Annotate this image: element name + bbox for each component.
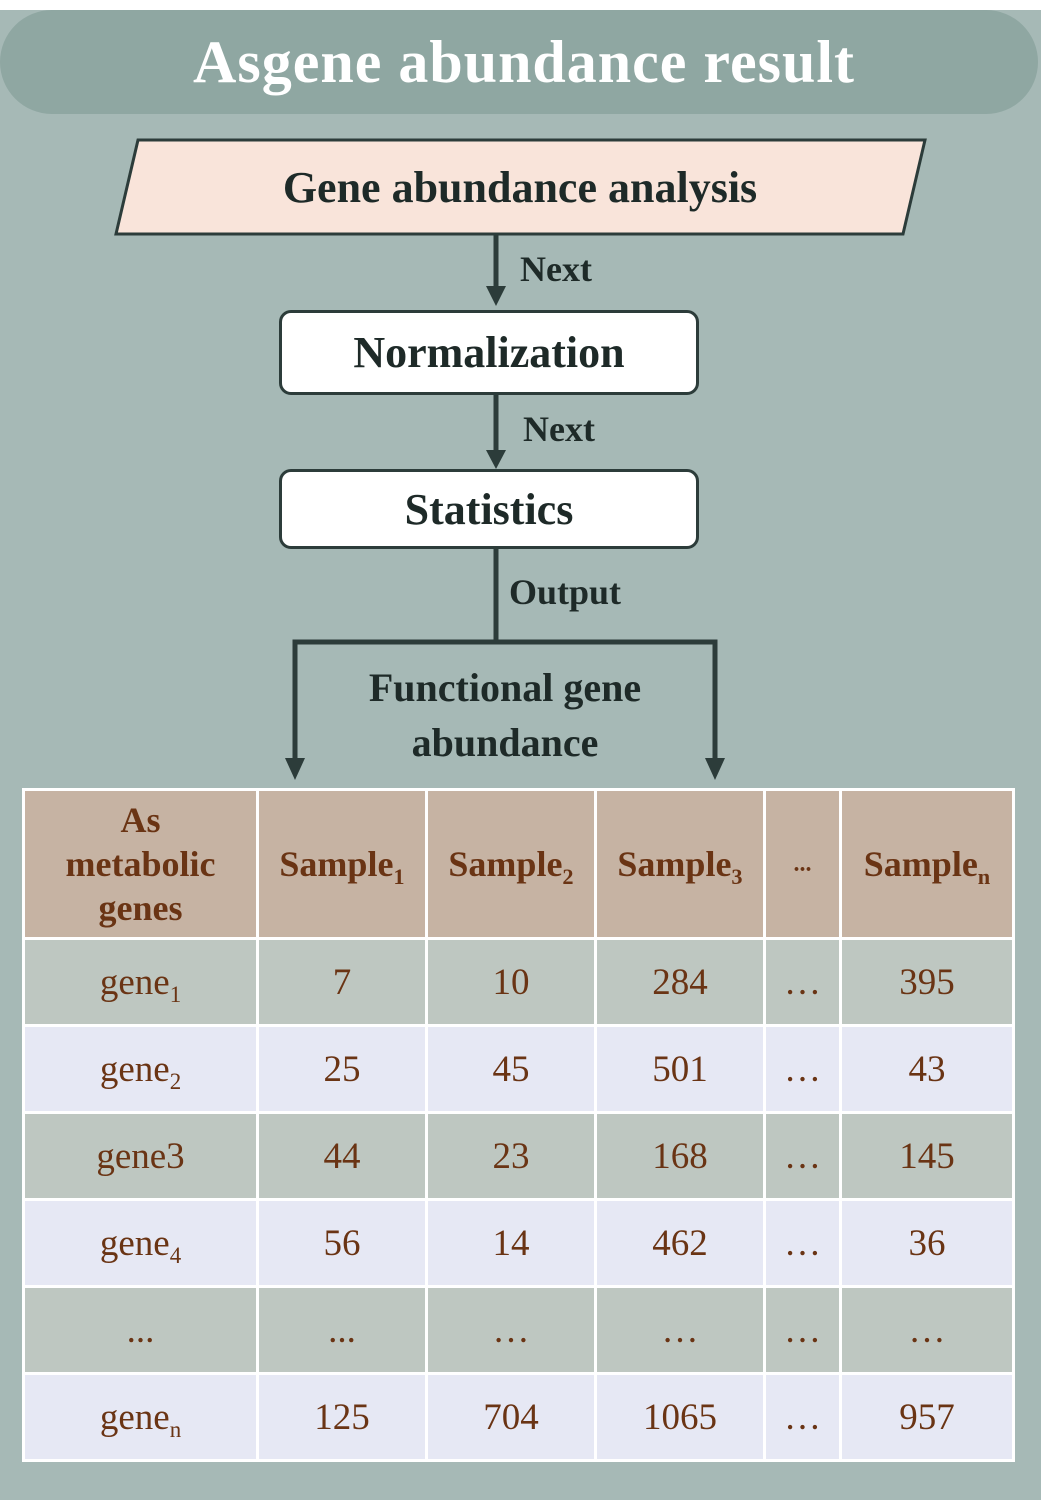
page-title: Asgene abundance result bbox=[193, 28, 855, 95]
flowchart-connectors bbox=[114, 138, 927, 780]
gene-subscript: 1 bbox=[169, 981, 182, 1007]
abundance-value-cell: 462 bbox=[594, 1198, 766, 1288]
statistics-label: Statistics bbox=[404, 484, 574, 534]
gene-abundance-parallelogram bbox=[114, 138, 927, 236]
abundance-value-cell: 43 bbox=[839, 1024, 1015, 1114]
output-left-arrowhead bbox=[285, 758, 305, 780]
gene-name-cell: ... bbox=[22, 1285, 259, 1375]
header-sample-n-label: Sample bbox=[863, 844, 978, 884]
abundance-value-cell: 23 bbox=[425, 1111, 597, 1201]
gene-name-cell: gene4 bbox=[22, 1198, 259, 1288]
abundance-value-cell: … bbox=[594, 1285, 766, 1375]
gene-name: gene bbox=[99, 961, 170, 1003]
normalization-step: Normalization bbox=[279, 310, 699, 395]
header-sample-3-label: Sample bbox=[617, 844, 732, 884]
abundance-value-cell: … bbox=[763, 1198, 842, 1288]
table-row: gene1 7 10 284… 395 bbox=[22, 937, 1015, 1027]
gene-subscript: 4 bbox=[169, 1242, 182, 1268]
normalization-label: Normalization bbox=[353, 328, 625, 377]
output-right-arrowhead bbox=[705, 758, 725, 780]
header-sample-n: Samplen bbox=[839, 788, 1015, 940]
header-sample-1: Sample1 bbox=[256, 788, 428, 940]
abundance-value-cell: 501 bbox=[594, 1024, 766, 1114]
edge-label-next-1: Next bbox=[520, 249, 592, 289]
abundance-value-cell: … bbox=[763, 1024, 842, 1114]
abundance-value-cell: 395 bbox=[839, 937, 1015, 1027]
output-branch-line-right bbox=[496, 639, 718, 762]
arrow-next-1-head bbox=[486, 286, 506, 306]
edge-label-next-2: Next bbox=[523, 409, 595, 449]
abundance-value-cell: 7 bbox=[256, 937, 428, 1027]
table-row: ......………… bbox=[22, 1285, 1015, 1375]
abundance-value-cell: … bbox=[763, 1111, 842, 1201]
abundance-value-cell: 704 bbox=[425, 1372, 597, 1462]
header-sample-2: Sample2 bbox=[425, 788, 597, 940]
abundance-value-cell: 14 bbox=[425, 1198, 597, 1288]
abundance-value-cell: 145 bbox=[839, 1111, 1015, 1201]
gene-name: gene3 bbox=[96, 1135, 185, 1177]
gene-name: ... bbox=[126, 1309, 155, 1351]
edge-label-output: Output bbox=[509, 572, 622, 612]
title-bar: Asgene abundance result bbox=[0, 10, 1038, 114]
arrow-next-2-head bbox=[486, 450, 506, 469]
table-row: gene2 25 45 501… 43 bbox=[22, 1024, 1015, 1114]
header-ellipsis: ... bbox=[763, 788, 842, 940]
gene-name: gene bbox=[99, 1222, 170, 1264]
header-sample-3-subscript: 3 bbox=[731, 863, 743, 889]
header-ellipsis-label: ... bbox=[793, 851, 812, 877]
abundance-value-cell: 125 bbox=[256, 1372, 428, 1462]
header-sample-1-label: Sample bbox=[279, 844, 394, 884]
table-row: gene3 44 23 168… 145 bbox=[22, 1111, 1015, 1201]
statistics-step: Statistics bbox=[279, 469, 699, 549]
abundance-value-cell: 25 bbox=[256, 1024, 428, 1114]
gene-name-cell: gene3 bbox=[22, 1111, 259, 1201]
abundance-value-cell: 56 bbox=[256, 1198, 428, 1288]
abundance-table: As metabolic genes Sample1 Sample2 Sampl… bbox=[22, 788, 1015, 1462]
abundance-value-cell: 10 bbox=[425, 937, 597, 1027]
table-header-row: As metabolic genes Sample1 Sample2 Sampl… bbox=[22, 788, 1015, 940]
header-sample-1-subscript: 1 bbox=[393, 863, 405, 889]
table-row: gene4 56 14 462… 36 bbox=[22, 1198, 1015, 1288]
gene-name-cell: genen bbox=[22, 1372, 259, 1462]
gene-name: gene bbox=[99, 1048, 170, 1090]
abundance-value-cell: 44 bbox=[256, 1111, 428, 1201]
output-branch-line bbox=[292, 549, 499, 762]
gene-name-cell: gene1 bbox=[22, 937, 259, 1027]
abundance-value-cell: … bbox=[425, 1285, 597, 1375]
abundance-value-cell: … bbox=[763, 937, 842, 1027]
table-body: gene1 7 10 284… 395 gene2 25 45 501… 43 gene3 44 23 1… bbox=[22, 937, 1015, 1462]
header-sample-n-subscript: n bbox=[977, 863, 991, 889]
header-sample-2-subscript: 2 bbox=[562, 863, 574, 889]
header-gene-label: As metabolic genes bbox=[65, 800, 216, 928]
header-gene-column: As metabolic genes bbox=[22, 788, 259, 940]
abundance-value-cell: 284 bbox=[594, 937, 766, 1027]
gene-abundance-analysis-step: Gene abundance analysis bbox=[282, 162, 758, 212]
table-row: genen 125 704 1065… 957 bbox=[22, 1372, 1015, 1462]
header-sample-3: Sample3 bbox=[594, 788, 766, 940]
abundance-value-cell: … bbox=[763, 1372, 842, 1462]
gene-name-cell: gene2 bbox=[22, 1024, 259, 1114]
abundance-value-cell: 168 bbox=[594, 1111, 766, 1201]
gene-name: gene bbox=[99, 1396, 170, 1438]
abundance-value-cell: 36 bbox=[839, 1198, 1015, 1288]
gene-subscript: n bbox=[169, 1416, 182, 1442]
abundance-value-cell: 1065 bbox=[594, 1372, 766, 1462]
abundance-value-cell: … bbox=[839, 1285, 1015, 1375]
header-sample-2-label: Sample bbox=[448, 844, 563, 884]
functional-gene-abundance-label: Functional gene abundance bbox=[368, 665, 642, 765]
abundance-value-cell: … bbox=[763, 1285, 842, 1375]
abundance-value-cell: ... bbox=[256, 1285, 428, 1375]
abundance-value-cell: 957 bbox=[839, 1372, 1015, 1462]
gene-subscript: 2 bbox=[169, 1068, 182, 1094]
abundance-value-cell: 45 bbox=[425, 1024, 597, 1114]
